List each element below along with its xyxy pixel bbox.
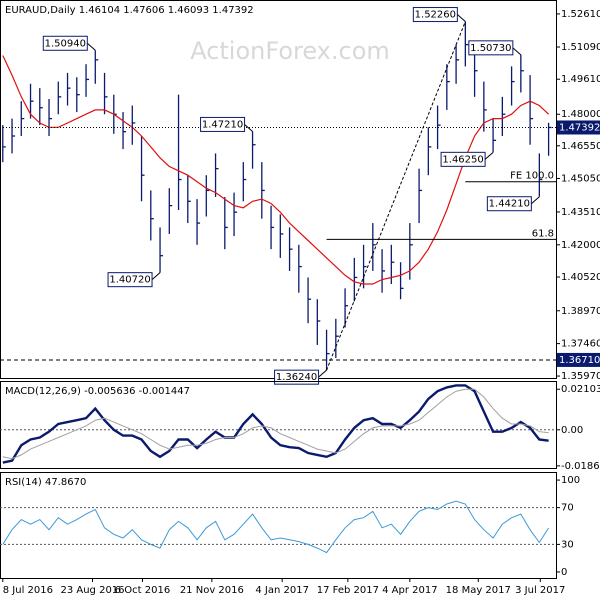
x-tick-label: 17 Feb 2017 [317, 585, 379, 596]
y-tick-label: 1.40520 [561, 272, 600, 283]
panel-title: EURAUD,Daily 1.46104 1.47606 1.46093 1.4… [5, 5, 254, 16]
annotation-box [486, 196, 532, 212]
annotation-box [440, 151, 486, 167]
y-tick-label: 0.00 [561, 425, 583, 436]
x-tick-label: 18 May 2017 [446, 585, 511, 596]
moving-average [2, 55, 550, 285]
fib-label: 61.8 [532, 228, 554, 239]
annotation-box [200, 116, 246, 132]
x-tick-label: 4 Jan 2017 [255, 585, 309, 596]
panel-frame [0, 472, 557, 579]
annotation-label: 1.44210 [489, 199, 530, 210]
y-tick-label: 1.49610 [561, 74, 600, 85]
trend-line [326, 21, 466, 371]
annotation-leader [457, 14, 466, 22]
annotation-leader [151, 272, 161, 281]
annotation-box [274, 369, 320, 385]
annotation-leader [318, 369, 327, 378]
y-tick-label: 1.52610 [561, 9, 600, 20]
y-tick-label: 1.37460 [561, 339, 600, 350]
y-tick-label: 1.38970 [561, 306, 600, 317]
x-tick-label: 21 Nov 2016 [180, 585, 244, 596]
annotation-label: 1.46250 [442, 154, 483, 165]
annotation-label: 1.50940 [45, 38, 86, 49]
indicator-line [2, 388, 549, 460]
y-tick-label: 1.45050 [561, 173, 600, 184]
panel-frame [0, 381, 557, 469]
watermark: ActionForex.com [190, 37, 390, 65]
x-tick-label: 6 Oct 2016 [115, 585, 170, 596]
annotation-box [107, 272, 153, 288]
y-tick-label: 1.51090 [561, 42, 600, 53]
fib-label: FE 100.0 [510, 171, 554, 182]
x-tick-label: 23 Aug 2016 [60, 585, 124, 596]
level-box [557, 352, 600, 367]
annotation-box [412, 7, 458, 23]
y-tick-label: 1.48000 [561, 109, 600, 120]
y-tick-label: 70 [561, 503, 574, 514]
annotation-leader [484, 151, 494, 160]
annotation-leader [512, 47, 522, 56]
y-tick-label: -0.018699 [561, 461, 600, 472]
y-tick-label: 100 [561, 475, 580, 486]
last-box [557, 120, 600, 135]
y-tick-label: 1.42000 [561, 240, 600, 251]
y-tick-label: 1.43510 [561, 207, 600, 218]
annotation-label: 1.50730 [470, 43, 511, 54]
annotation-label: 1.47210 [202, 119, 243, 130]
annotation-label: 1.36240 [276, 372, 317, 383]
y-tick-label: 0.021032 [561, 384, 600, 395]
indicator-line [2, 500, 550, 554]
last-label: 1.47392 [559, 122, 600, 133]
x-tick-label: 8 Jul 2016 [3, 585, 53, 596]
y-tick-label: 30 [561, 539, 574, 550]
x-tick-label: 4 Apr 2017 [382, 585, 437, 596]
annotation-label: 1.40720 [109, 275, 150, 286]
indicator-line [2, 384, 549, 464]
annotation-leader [531, 196, 540, 205]
annotation-box [42, 35, 88, 51]
annotation-leader [86, 42, 96, 51]
level-label: 1.36710 [559, 355, 600, 366]
y-tick-label: 0 [561, 567, 567, 578]
annotation-label: 1.52260 [415, 10, 456, 21]
panel-title: MACD(12,26,9) -0.005636 -0.001447 [5, 386, 190, 397]
x-tick-label: 3 Jul 2017 [515, 585, 565, 596]
annotation-box [468, 40, 514, 56]
y-tick-label: 1.46550 [561, 141, 600, 152]
annotation-leader [244, 124, 253, 132]
y-tick-label: 1.35970 [561, 371, 600, 382]
panel-title: RSI(14) 47.8670 [5, 477, 86, 488]
